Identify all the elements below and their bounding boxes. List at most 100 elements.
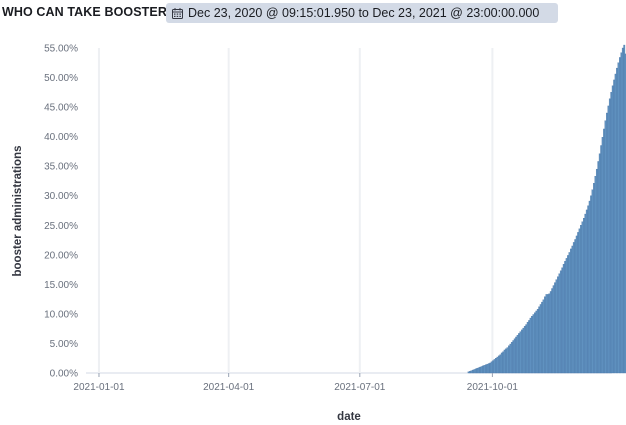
bar[interactable] bbox=[545, 294, 548, 374]
bar[interactable] bbox=[552, 285, 555, 374]
bar[interactable] bbox=[621, 47, 624, 374]
bar[interactable] bbox=[499, 354, 502, 374]
bar[interactable] bbox=[581, 221, 584, 374]
bar[interactable] bbox=[523, 326, 526, 374]
bar[interactable] bbox=[601, 137, 604, 374]
bar[interactable] bbox=[570, 248, 572, 374]
bar[interactable] bbox=[588, 200, 591, 374]
bar[interactable] bbox=[572, 242, 575, 374]
bar[interactable] bbox=[493, 359, 496, 374]
bar[interactable] bbox=[490, 361, 493, 374]
bar[interactable] bbox=[565, 258, 568, 374]
bar[interactable] bbox=[528, 320, 531, 374]
bar[interactable] bbox=[559, 270, 562, 374]
bar[interactable] bbox=[486, 363, 489, 374]
bar[interactable] bbox=[587, 205, 590, 374]
bar[interactable] bbox=[510, 342, 513, 374]
bar[interactable] bbox=[593, 183, 595, 374]
bar[interactable] bbox=[562, 264, 565, 374]
bar[interactable] bbox=[585, 209, 588, 374]
bar[interactable] bbox=[516, 335, 519, 374]
bar[interactable] bbox=[604, 120, 607, 374]
bar[interactable] bbox=[614, 73, 617, 374]
bar[interactable] bbox=[558, 273, 561, 374]
bar[interactable] bbox=[482, 365, 484, 374]
bar[interactable] bbox=[495, 358, 497, 374]
bar[interactable] bbox=[567, 255, 569, 374]
bar[interactable] bbox=[512, 340, 515, 374]
bar[interactable] bbox=[532, 314, 535, 374]
bar[interactable] bbox=[539, 304, 542, 374]
bar[interactable] bbox=[492, 360, 495, 374]
bar[interactable] bbox=[607, 105, 610, 374]
bar[interactable] bbox=[473, 369, 476, 374]
bar[interactable] bbox=[597, 161, 600, 374]
bar[interactable] bbox=[580, 225, 582, 374]
bar[interactable] bbox=[616, 67, 618, 374]
bar[interactable] bbox=[469, 371, 471, 374]
bar[interactable] bbox=[541, 301, 544, 374]
bar[interactable] bbox=[583, 218, 585, 374]
bar[interactable] bbox=[470, 370, 473, 374]
bar[interactable] bbox=[611, 85, 614, 374]
bar[interactable] bbox=[522, 327, 525, 374]
bar[interactable] bbox=[549, 291, 552, 374]
bar[interactable] bbox=[485, 364, 487, 374]
bar[interactable] bbox=[467, 371, 470, 374]
bar[interactable] bbox=[578, 228, 581, 374]
bar[interactable] bbox=[548, 293, 551, 374]
bar[interactable] bbox=[515, 336, 518, 374]
bar[interactable] bbox=[521, 329, 523, 374]
time-range-badge[interactable]: Dec 23, 2020 @ 09:15:01.950 to Dec 23, 2… bbox=[166, 3, 558, 23]
bar[interactable] bbox=[535, 310, 538, 374]
bar[interactable] bbox=[544, 296, 546, 374]
bar[interactable] bbox=[497, 355, 500, 374]
bar[interactable] bbox=[557, 276, 559, 374]
bar[interactable] bbox=[526, 322, 529, 374]
bar[interactable] bbox=[509, 343, 512, 374]
bar[interactable] bbox=[603, 128, 605, 374]
bar[interactable] bbox=[620, 52, 623, 374]
bar[interactable] bbox=[613, 79, 616, 374]
bar[interactable] bbox=[538, 306, 541, 374]
bar[interactable] bbox=[479, 366, 482, 374]
bar[interactable] bbox=[534, 312, 536, 374]
bar[interactable] bbox=[513, 338, 516, 374]
bar[interactable] bbox=[594, 176, 597, 374]
bar[interactable] bbox=[608, 98, 611, 374]
bar[interactable] bbox=[571, 245, 574, 374]
bar[interactable] bbox=[542, 299, 545, 374]
bar[interactable] bbox=[591, 189, 594, 374]
bar[interactable] bbox=[584, 213, 587, 374]
bar[interactable] bbox=[606, 112, 608, 374]
bar[interactable] bbox=[551, 288, 554, 374]
bar[interactable] bbox=[600, 145, 603, 374]
bar[interactable] bbox=[619, 57, 621, 374]
bar[interactable] bbox=[617, 62, 620, 374]
bar[interactable] bbox=[536, 309, 539, 374]
bar[interactable] bbox=[506, 347, 509, 374]
bar[interactable] bbox=[508, 345, 510, 374]
bar[interactable] bbox=[474, 368, 477, 374]
bar[interactable] bbox=[525, 324, 528, 374]
bar[interactable] bbox=[472, 369, 474, 374]
bar[interactable] bbox=[577, 232, 580, 374]
bar[interactable] bbox=[503, 349, 506, 374]
bar[interactable] bbox=[502, 351, 505, 374]
bar[interactable] bbox=[598, 153, 601, 374]
bar[interactable] bbox=[500, 352, 503, 374]
bar[interactable] bbox=[480, 366, 483, 374]
bar[interactable] bbox=[590, 195, 592, 374]
bar[interactable] bbox=[529, 317, 532, 374]
bar[interactable] bbox=[489, 362, 492, 374]
bar[interactable] bbox=[575, 235, 578, 374]
bar[interactable] bbox=[568, 252, 571, 374]
bar[interactable] bbox=[623, 44, 626, 374]
bar[interactable] bbox=[610, 92, 613, 374]
bar[interactable] bbox=[518, 333, 520, 374]
bar[interactable] bbox=[519, 331, 522, 374]
bar[interactable] bbox=[595, 168, 598, 374]
bar[interactable] bbox=[564, 261, 567, 374]
bar[interactable] bbox=[476, 368, 479, 374]
bar[interactable] bbox=[483, 365, 486, 374]
